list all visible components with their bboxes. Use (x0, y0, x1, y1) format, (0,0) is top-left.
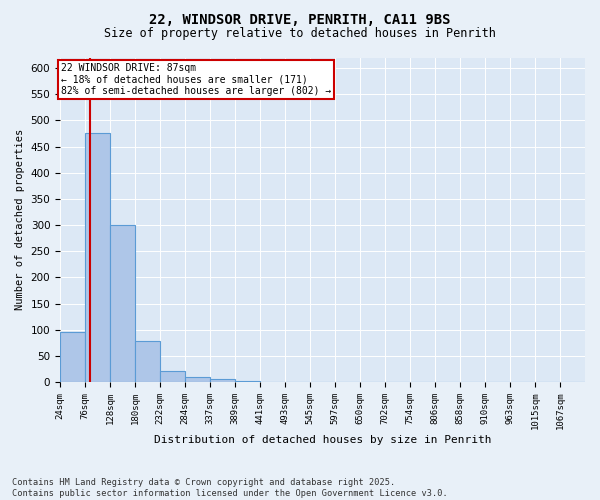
Y-axis label: Number of detached properties: Number of detached properties (15, 129, 25, 310)
Bar (160, 370, 185, 382)
Bar (185, 377, 210, 382)
Bar (85, 134, 110, 382)
Bar (110, 225, 135, 382)
Bar (235, 381, 260, 382)
Bar (135, 342, 160, 382)
Bar (210, 379, 235, 382)
Text: Contains HM Land Registry data © Crown copyright and database right 2025.
Contai: Contains HM Land Registry data © Crown c… (12, 478, 448, 498)
Text: 22, WINDSOR DRIVE, PENRITH, CA11 9BS: 22, WINDSOR DRIVE, PENRITH, CA11 9BS (149, 12, 451, 26)
Text: Size of property relative to detached houses in Penrith: Size of property relative to detached ho… (104, 28, 496, 40)
Text: 22 WINDSOR DRIVE: 87sqm
← 18% of detached houses are smaller (171)
82% of semi-d: 22 WINDSOR DRIVE: 87sqm ← 18% of detache… (61, 62, 332, 96)
Bar (60, 332, 85, 382)
X-axis label: Distribution of detached houses by size in Penrith: Distribution of detached houses by size … (154, 435, 491, 445)
